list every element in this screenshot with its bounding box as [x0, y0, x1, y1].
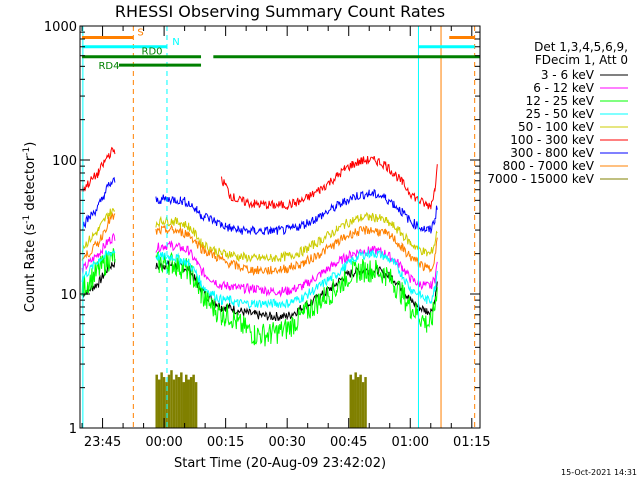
series-25-50-kev [81, 249, 438, 310]
plot-area [81, 146, 438, 428]
y-tick-label: 10 [60, 288, 77, 303]
axis-ticks: 1 10 100 1000 23:45 00:00 00:15 00:30 00:45 01:00… [44, 20, 491, 450]
series-100-300-kev [81, 146, 438, 210]
y-tick-label: 1 [69, 422, 77, 437]
legend-label-4: 25 - 50 keV [526, 107, 595, 121]
y-tick-label: 1000 [44, 20, 77, 35]
legend-label-9: 7000 - 15000 keV [487, 172, 594, 186]
legend-label-6: 100 - 300 keV [510, 133, 594, 147]
legend: Det 1,3,4,5,6,9, FDecim 1, Att 0 3 - 6 k… [487, 40, 628, 186]
x-tick-label: 23:45 [84, 435, 121, 450]
y-axis-label-end: ) [23, 142, 38, 147]
legend-label-2: 6 - 12 keV [533, 81, 595, 95]
y-axis-label-sup2: -1 [22, 147, 32, 156]
y-axis-label-mid: detector [23, 155, 38, 215]
legend-label-1: 3 - 6 keV [541, 68, 595, 82]
instrument-markers: S N RD0 RD4 [82, 26, 480, 428]
x-tick-label: 01:15 [453, 435, 490, 450]
footer-timestamp: 15-Oct-2021 14:31 [561, 468, 637, 477]
segment-label-rd0: RD0 [142, 47, 163, 58]
series-6-12-kev [81, 232, 438, 298]
x-tick-label: 00:15 [207, 435, 244, 450]
chart-title: RHESSI Observing Summary Count Rates [115, 2, 445, 21]
legend-label-7: 300 - 800 keV [510, 146, 594, 160]
segment-label-rd4: RD4 [98, 61, 119, 72]
segment-label-s: S [137, 28, 143, 39]
legend-label-5: 50 - 100 keV [518, 120, 595, 134]
y-axis-label-main: Count Rate (s [23, 224, 38, 313]
y-tick-label: 100 [52, 154, 77, 169]
series-800-7000-kev [81, 212, 438, 276]
plot-frame [79, 25, 481, 429]
x-axis-label: Start Time (20-Aug-09 23:42:02) [174, 456, 386, 471]
x-tick-label: 01:00 [392, 435, 429, 450]
segment-label-n: N [172, 37, 179, 48]
legend-label-3: 12 - 25 keV [526, 94, 595, 108]
legend-header-1: Det 1,3,4,5,6,9, [534, 40, 628, 54]
x-tick-label: 00:30 [268, 435, 305, 450]
series-7000-15000-kev [155, 370, 367, 428]
x-tick-label: 00:00 [145, 435, 182, 450]
series-50-100-kev [81, 208, 438, 264]
series-300-800-kev [81, 176, 438, 236]
y-axis-label-sup1: -1 [22, 215, 32, 224]
legend-label-8: 800 - 7000 keV [503, 159, 595, 173]
y-axis-label: Count Rate (s-1 detector-1) [22, 142, 38, 313]
legend-header-2: FDecim 1, Att 0 [535, 53, 628, 67]
x-tick-label: 00:45 [330, 435, 367, 450]
series-12-25-kev [81, 248, 438, 347]
